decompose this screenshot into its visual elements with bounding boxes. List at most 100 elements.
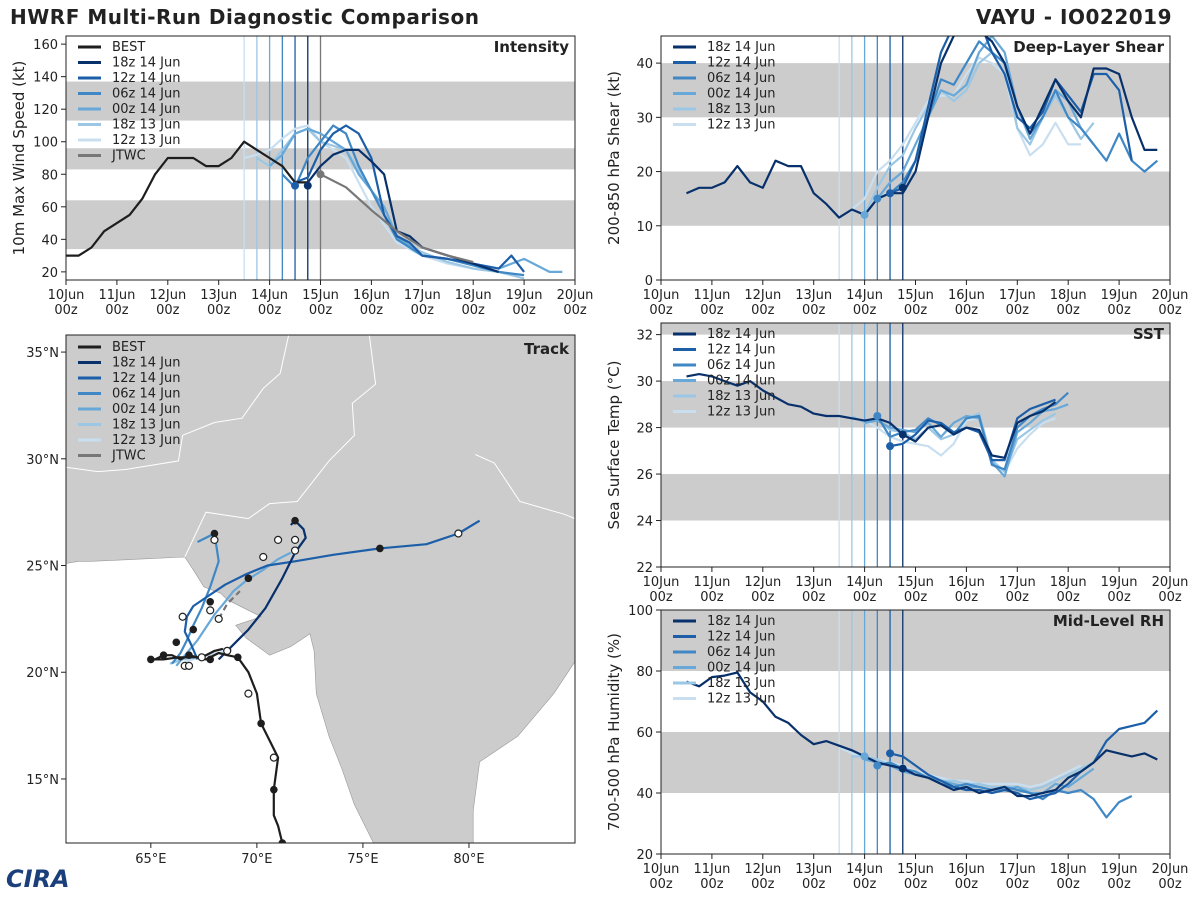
threshold-band bbox=[661, 63, 1170, 118]
track-panel-title: Track bbox=[524, 340, 570, 358]
x-tick-label: 20Jun bbox=[1152, 288, 1189, 303]
legend-label-jtwc: JTWC bbox=[111, 149, 146, 164]
x-tick-label: 11Jun bbox=[693, 575, 730, 590]
x-tick-label: 00z bbox=[512, 303, 536, 318]
x-tick-label: 00z bbox=[1006, 590, 1030, 605]
x-tick-label: 19Jun bbox=[1101, 288, 1138, 303]
legend-label-06z-14-jun: 06z 14 Jun bbox=[112, 87, 181, 102]
legend-label-06z-14-jun: 06z 14 Jun bbox=[707, 71, 776, 86]
x-tick-label: 00z bbox=[955, 590, 979, 605]
y-tick-label: 24 bbox=[636, 515, 653, 530]
legend-label-best: BEST bbox=[112, 40, 145, 55]
sst-frame bbox=[660, 322, 1171, 568]
country-border bbox=[475, 454, 575, 520]
x-tick-label: 20Jun bbox=[557, 288, 594, 303]
x-tick-label: 00z bbox=[700, 590, 724, 605]
x-tick-label: 16Jun bbox=[948, 575, 985, 590]
x-tick-label: 00z bbox=[802, 303, 826, 318]
track-point-open bbox=[290, 546, 300, 555]
x-tick-label: 00z bbox=[105, 303, 129, 318]
x-tick-label: 00z bbox=[904, 877, 928, 892]
shear-y-label: 200-850 hPa Shear (kt) bbox=[605, 71, 623, 245]
x-tick-label: 00z bbox=[1107, 303, 1131, 318]
x-tick-label: 20Jun bbox=[1152, 575, 1189, 590]
x-tick-label: 00z bbox=[904, 303, 928, 318]
track-point-filled bbox=[291, 516, 299, 525]
x-tick-label: 00z bbox=[853, 590, 877, 605]
shear-frame bbox=[660, 35, 1171, 281]
y-tick-label: 32 bbox=[636, 329, 653, 344]
intensity-frame bbox=[65, 35, 576, 281]
cira-logo: CIRA bbox=[6, 865, 70, 893]
track-point-filled bbox=[206, 655, 215, 664]
y-tick-label: 160 bbox=[33, 38, 58, 53]
x-tick-label: 12Jun bbox=[744, 288, 781, 303]
track-point-filled bbox=[278, 839, 287, 843]
x-tick-label: 14Jun bbox=[846, 575, 883, 590]
track-map-area bbox=[66, 335, 575, 843]
init-marker bbox=[291, 181, 300, 190]
track-point-open bbox=[214, 614, 223, 623]
y-tick-label: 20 bbox=[636, 848, 653, 863]
series-18z-13-jun bbox=[851, 51, 1095, 216]
x-tick-label: 14Jun bbox=[846, 862, 883, 877]
threshold-band bbox=[661, 171, 1170, 226]
rh-panel-title: Mid-Level RH bbox=[1053, 612, 1164, 630]
x-tick-label: 15Jun bbox=[897, 288, 934, 303]
y-tick-label: 26 bbox=[636, 468, 653, 483]
series-12z-13-jun bbox=[838, 414, 1056, 473]
lat-tick-label: 15°N bbox=[26, 773, 59, 788]
x-tick-label: 14Jun bbox=[846, 288, 883, 303]
series-best bbox=[66, 140, 308, 257]
init-marker bbox=[303, 181, 312, 190]
x-tick-label: 00z bbox=[1057, 590, 1081, 605]
init-marker bbox=[898, 764, 907, 773]
series-12z-13-jun bbox=[243, 124, 499, 273]
legend-label-12z-14-jun: 12z 14 Jun bbox=[707, 56, 776, 71]
landmass bbox=[66, 335, 575, 843]
x-tick-label: 18Jun bbox=[1050, 862, 1087, 877]
track-point-open bbox=[273, 535, 283, 545]
x-tick-label: 00z bbox=[1107, 590, 1131, 605]
x-tick-label: 18Jun bbox=[1050, 288, 1087, 303]
x-tick-label: 00z bbox=[411, 303, 435, 318]
track-point-open bbox=[184, 661, 194, 670]
track-point-open bbox=[210, 535, 219, 545]
y-tick-label: 120 bbox=[33, 103, 58, 118]
y-tick-label: 20 bbox=[636, 166, 653, 181]
legend-label-06z-14-jun: 06z 14 Jun bbox=[112, 387, 181, 402]
x-tick-label: 16Jun bbox=[948, 288, 985, 303]
legend-label-best: BEST bbox=[112, 340, 145, 355]
x-tick-label: 00z bbox=[462, 303, 486, 318]
x-tick-label: 00z bbox=[802, 590, 826, 605]
x-tick-label: 00z bbox=[54, 303, 78, 318]
y-tick-label: 20 bbox=[41, 266, 58, 281]
x-tick-label: 10Jun bbox=[643, 575, 680, 590]
x-tick-label: 00z bbox=[853, 303, 877, 318]
country-border bbox=[184, 335, 377, 558]
x-tick-label: 17Jun bbox=[999, 862, 1036, 877]
y-tick-label: 40 bbox=[636, 57, 653, 72]
y-tick-label: 10 bbox=[636, 220, 653, 235]
track-point-open bbox=[223, 646, 232, 655]
x-tick-label: 16Jun bbox=[353, 288, 390, 303]
track-point-filled bbox=[233, 653, 242, 662]
lat-tick-label: 30°N bbox=[26, 453, 59, 468]
x-tick-label: 19Jun bbox=[506, 288, 543, 303]
y-tick-label: 60 bbox=[41, 201, 58, 216]
series-06z-14-jun bbox=[281, 124, 525, 277]
x-tick-label: 00z bbox=[751, 877, 775, 892]
x-tick-label: 00z bbox=[802, 877, 826, 892]
x-tick-label: 00z bbox=[360, 303, 384, 318]
track-point-filled bbox=[270, 785, 278, 794]
x-tick-label: 00z bbox=[1107, 877, 1131, 892]
x-tick-label: 00z bbox=[1158, 590, 1182, 605]
y-tick-label: 28 bbox=[636, 422, 653, 437]
track-point-filled bbox=[210, 529, 219, 538]
track-point-open bbox=[244, 689, 253, 698]
sst-panel-title: SST bbox=[1133, 325, 1165, 343]
init-marker bbox=[860, 210, 869, 219]
init-marker bbox=[316, 170, 325, 179]
x-tick-label: 14Jun bbox=[251, 288, 288, 303]
